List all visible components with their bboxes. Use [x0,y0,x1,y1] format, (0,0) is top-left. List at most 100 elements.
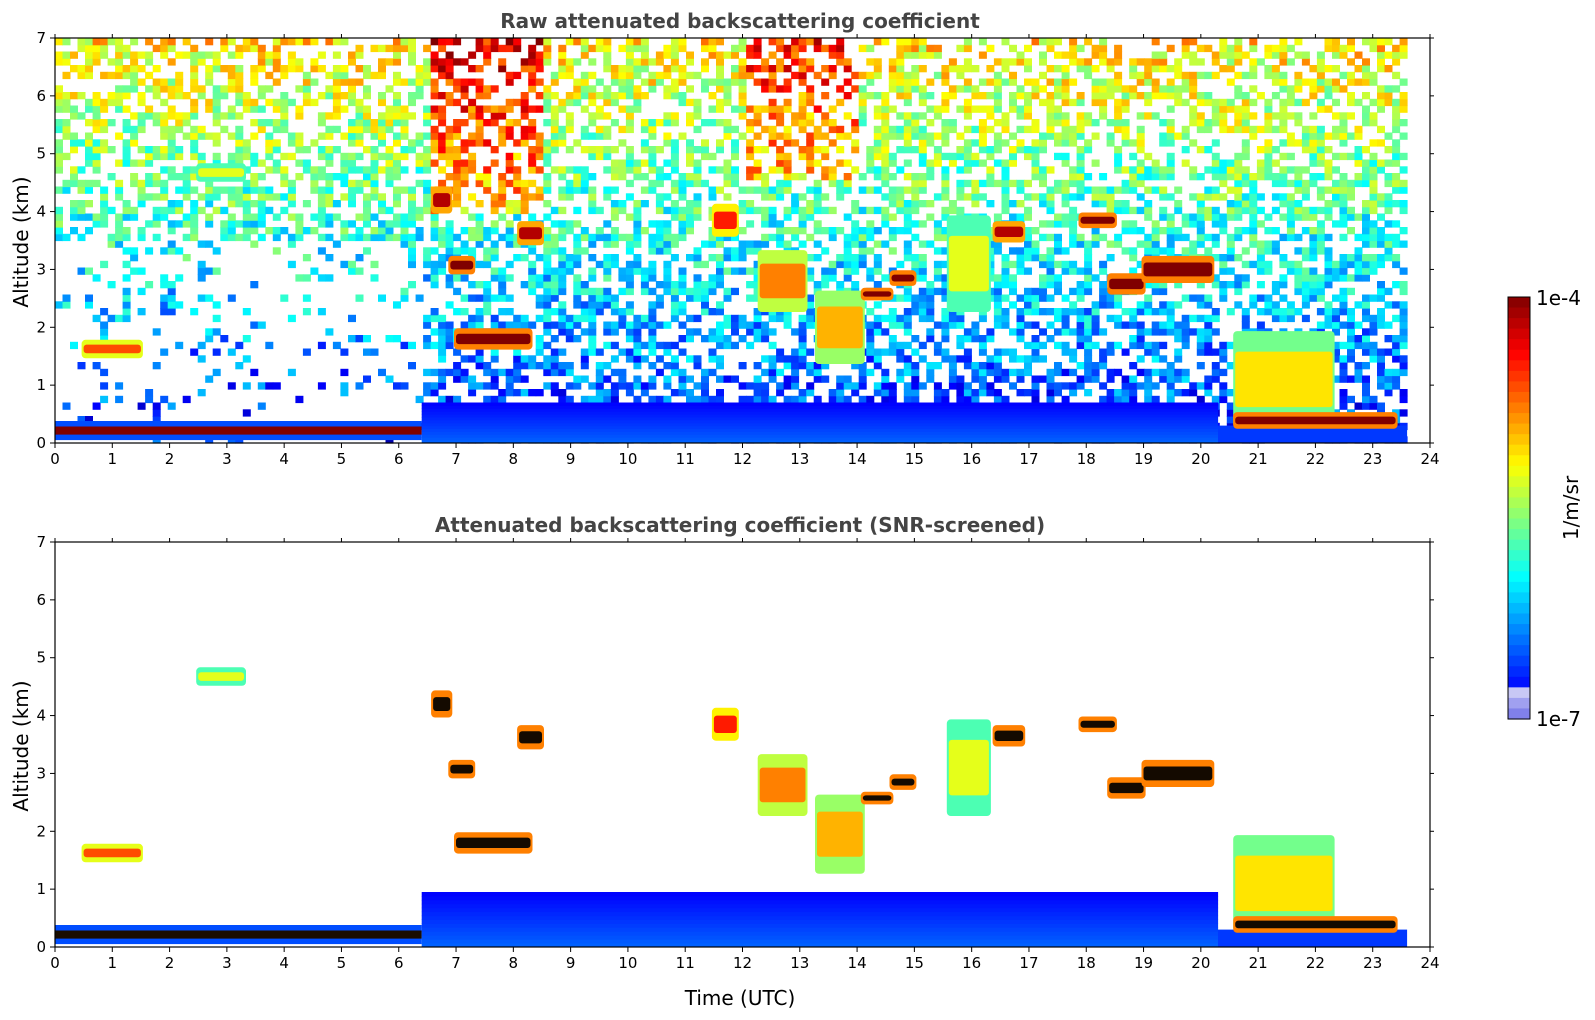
noise-cell [408,260,416,269]
noise-cell [355,213,364,221]
noise-cell [528,267,537,275]
noise-cell [1294,119,1303,127]
noise-cell [1061,112,1070,120]
noise-cell [1264,301,1273,309]
noise-cell [100,105,109,113]
noise-cell [881,213,890,221]
noise-cell [1001,308,1010,316]
noise-cell [1159,132,1168,140]
noise-cell [212,105,221,113]
noise-cell [220,227,229,235]
noise-cell [603,389,612,397]
noise-cell [911,112,920,120]
noise-cell [806,368,815,377]
noise-cell [115,65,124,73]
noise-cell [1016,260,1025,269]
noise-cell [513,173,522,181]
noise-cell [806,233,815,242]
noise-cell [701,368,709,377]
noise-cell [520,375,529,383]
noise-cell [220,85,229,93]
noise-cell [280,65,289,73]
noise-cell [513,240,522,248]
noise-cell [806,112,815,120]
noise-cell [257,233,266,242]
noise-cell [460,166,469,174]
noise-cell [1301,206,1310,215]
noise-cell [888,71,897,80]
noise-cell [317,200,326,208]
noise-cell [956,44,965,53]
noise-cell [731,139,739,147]
noise-cell [400,152,409,161]
noise-cell [475,125,484,134]
noise-cell [55,125,63,134]
noise-cell [1031,382,1040,390]
noise-cell [355,44,364,53]
noise-cell [1054,213,1062,221]
noise-cell [160,193,169,201]
noise-cell [348,193,356,201]
noise-cell [716,308,724,316]
noise-cell [175,173,184,181]
noise-cell [1256,92,1265,100]
noise-cell [836,38,845,46]
noise-cell [625,389,634,397]
noise-cell [595,301,604,309]
noise-cell [625,240,634,248]
noise-cell [791,395,800,404]
noise-cell [640,58,649,66]
noise-cell [610,206,619,215]
noise-cell [588,348,597,356]
noise-cell [798,341,807,350]
noise-cell [963,44,972,53]
noise-cell [971,395,980,404]
noise-cell [986,355,995,363]
noise-cell [1286,132,1295,140]
noise-cell [475,119,484,127]
noise-cell [716,65,724,73]
noise-cell [580,44,589,53]
noise-cell [1024,287,1032,296]
noise-cell [1309,294,1318,302]
noise-cell [520,132,529,140]
noise-cell [438,152,447,161]
noise-cell [783,206,792,215]
noise-cell [423,146,432,154]
noise-cell [896,314,905,323]
noise-cell [498,58,507,66]
noise-cell [160,186,169,194]
noise-cell [618,71,627,80]
noise-cell [160,247,169,255]
noise-cell [708,240,717,248]
noise-cell [317,112,326,120]
noise-cell [1084,173,1093,181]
noise-cell [648,233,657,242]
noise-cell [918,132,927,140]
noise-cell [648,71,657,80]
noise-cell [227,193,236,201]
noise-cell [633,375,642,383]
noise-cell [1031,247,1040,255]
noise-cell [701,58,709,66]
noise-cell [190,308,199,316]
noise-cell [866,166,875,174]
noise-cell [355,78,364,86]
noise-cell [235,146,244,154]
noise-cell [655,321,664,329]
noise-cell [640,51,649,59]
noise-cell [783,382,792,390]
noise-cell [633,362,642,370]
noise-cell [310,78,319,86]
noise-cell [550,220,559,228]
noise-cell [573,240,582,248]
noise-cell [483,51,492,59]
noise-cell [468,166,477,174]
noise-cell [438,119,447,127]
noise-cell [423,274,432,282]
noise-cell [610,166,619,174]
noise-cell [535,314,544,323]
noise-cell [625,146,634,154]
noise-cell [903,159,912,167]
noise-cell [1256,260,1265,269]
